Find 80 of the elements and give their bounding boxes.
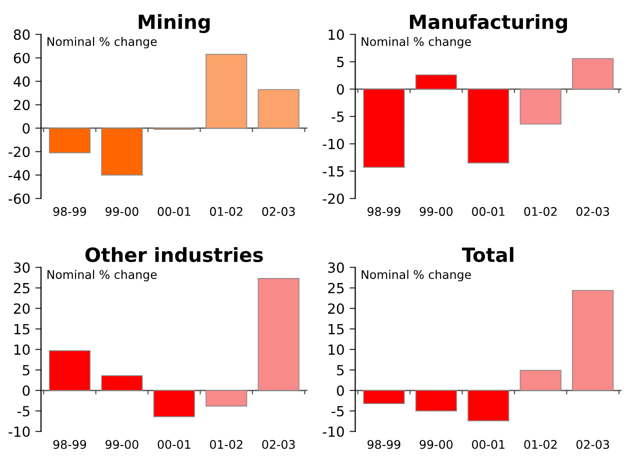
y-tick-label: 15 bbox=[328, 324, 344, 334]
chart-title: Manufacturing bbox=[410, 14, 567, 34]
bar bbox=[48, 350, 91, 391]
y-axis-title: Nominal % change bbox=[48, 270, 157, 282]
x-tick-label: 01-02 bbox=[210, 207, 242, 216]
x-tick-label: 02-03 bbox=[576, 440, 610, 449]
x-tick-label: 99-00 bbox=[106, 207, 138, 216]
y-tick-label: 0 bbox=[22, 123, 30, 134]
y-tick-label: 0 bbox=[336, 84, 344, 95]
bar bbox=[206, 54, 248, 129]
bar bbox=[520, 88, 562, 125]
y-tick-label: -5 bbox=[332, 112, 344, 122]
y-tick-label: 5 bbox=[22, 365, 30, 376]
y-tick-label: 40 bbox=[14, 76, 30, 87]
y-tick-label: 20 bbox=[14, 303, 30, 314]
y-tick-label: -10 bbox=[8, 426, 30, 437]
x-tick-label: 98-99 bbox=[368, 207, 400, 216]
x-tick-label: 02-03 bbox=[262, 440, 295, 449]
bar bbox=[415, 74, 457, 90]
y-tick-label: -20 bbox=[8, 146, 30, 158]
x-tick-label: 99-00 bbox=[420, 207, 453, 216]
y-tick-label: 30 bbox=[14, 262, 30, 273]
y-axis-title: Nominal % change bbox=[362, 36, 471, 48]
bar bbox=[520, 370, 562, 391]
chart-title: Mining bbox=[138, 14, 210, 34]
bar bbox=[48, 128, 91, 154]
y-tick-label: 15 bbox=[14, 324, 30, 334]
bar bbox=[101, 375, 143, 391]
chart-title: Total bbox=[462, 247, 514, 262]
y-tick-label: -10 bbox=[322, 426, 344, 437]
y-tick-label: -5 bbox=[332, 406, 344, 416]
bar bbox=[258, 89, 300, 129]
bar bbox=[206, 390, 248, 406]
x-tick-label: 02-03 bbox=[576, 207, 610, 216]
y-tick-label: 60 bbox=[14, 52, 30, 64]
x-tick-label: 00-01 bbox=[158, 440, 190, 449]
bar bbox=[101, 128, 143, 176]
bar bbox=[468, 390, 510, 422]
y-tick-label: 80 bbox=[14, 29, 30, 40]
x-tick-label: 98-99 bbox=[368, 440, 400, 449]
y-tick-label: -20 bbox=[322, 193, 344, 204]
y-axis-title: Nominal % change bbox=[362, 270, 471, 282]
x-tick-label: 00-01 bbox=[158, 207, 190, 216]
bar bbox=[258, 278, 300, 391]
x-tick-label: 00-01 bbox=[472, 440, 504, 449]
bar bbox=[415, 390, 457, 412]
x-tick-label: 00-01 bbox=[472, 207, 504, 216]
bar bbox=[363, 390, 405, 404]
bar bbox=[572, 58, 614, 90]
x-tick-label: 01-02 bbox=[524, 440, 557, 449]
bar bbox=[572, 290, 614, 391]
y-tick-label: 0 bbox=[336, 385, 344, 396]
x-tick-label: 01-02 bbox=[210, 440, 242, 449]
bar bbox=[468, 88, 510, 164]
bar bbox=[153, 390, 195, 418]
x-tick-label: 02-03 bbox=[262, 207, 295, 216]
x-tick-label: 99-00 bbox=[106, 440, 138, 449]
y-tick-label: 20 bbox=[328, 303, 344, 314]
y-tick-label: 10 bbox=[14, 344, 30, 355]
y-axis-title: Nominal % change bbox=[48, 36, 157, 48]
y-tick-label: 5 bbox=[337, 56, 344, 68]
y-tick-label: 25 bbox=[14, 282, 30, 294]
y-tick-label: 30 bbox=[328, 262, 344, 273]
y-tick-label: -10 bbox=[322, 138, 344, 150]
y-tick-label: 0 bbox=[22, 385, 30, 396]
y-tick-label: -40 bbox=[8, 170, 30, 181]
y-tick-label: 10 bbox=[328, 344, 344, 355]
y-tick-label: -5 bbox=[17, 406, 30, 416]
y-tick-label: -60 bbox=[8, 193, 30, 204]
chart-title: Other industries bbox=[85, 247, 263, 262]
x-tick-label: 98-99 bbox=[53, 207, 86, 216]
bar bbox=[363, 88, 405, 168]
x-tick-label: 98-99 bbox=[53, 440, 86, 449]
y-tick-label: 5 bbox=[337, 365, 344, 376]
y-tick-label: 20 bbox=[14, 100, 30, 110]
x-tick-label: 99-00 bbox=[420, 440, 453, 449]
x-tick-label: 01-02 bbox=[524, 207, 557, 216]
y-tick-label: 25 bbox=[328, 282, 344, 294]
y-tick-label: -15 bbox=[322, 166, 344, 177]
y-tick-label: 10 bbox=[328, 29, 344, 40]
